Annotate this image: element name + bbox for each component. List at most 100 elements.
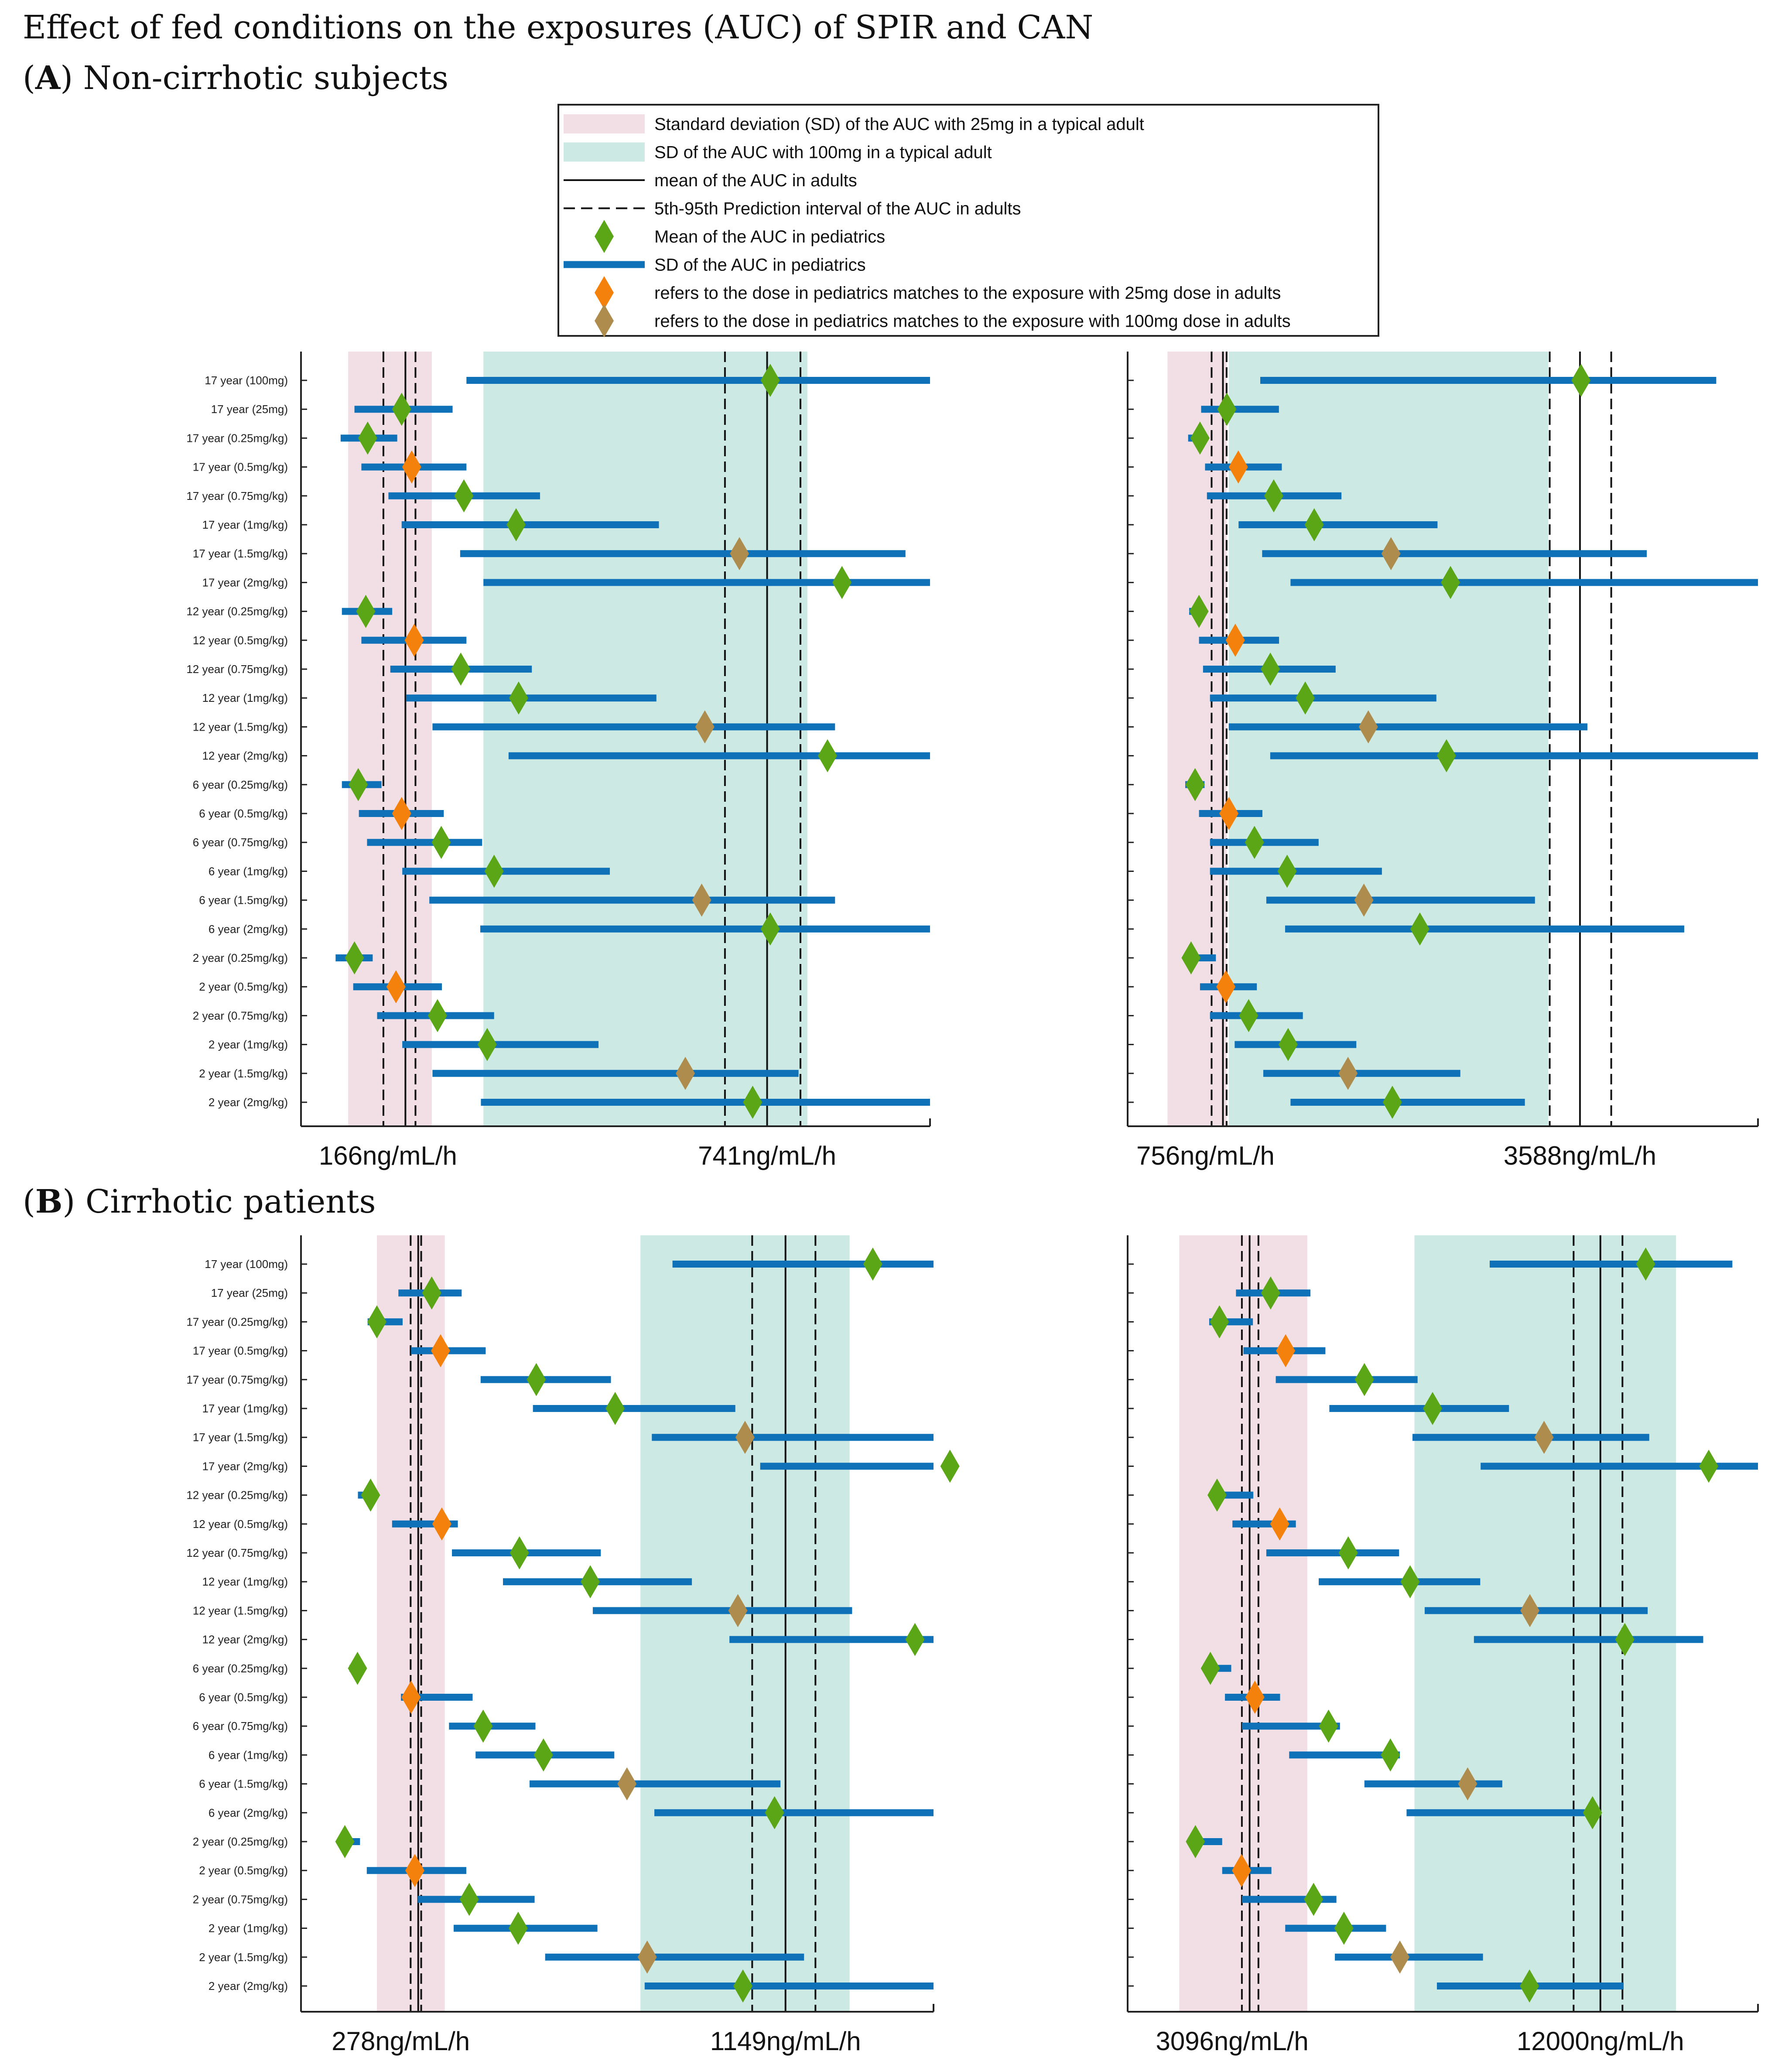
y-tick-label: 12 year (0.5mg/kg) — [193, 1518, 288, 1531]
y-tick-label: 2 year (0.5mg/kg) — [199, 1864, 288, 1877]
pediatric-mean-marker-green — [533, 1738, 553, 1772]
pediatric-mean-marker-green — [367, 1305, 386, 1339]
legend-label: SD of the AUC in pediatrics — [654, 256, 866, 275]
pediatric-mean-marker-green — [605, 1392, 625, 1425]
pediatric-mean-marker-green — [454, 479, 474, 513]
pediatric-mean-marker-tan — [1534, 1421, 1554, 1454]
y-tick-label: 17 year (1mg/kg) — [202, 518, 288, 531]
legend: Standard deviation (SD) of the AUC with … — [557, 104, 1379, 338]
y-tick-label: 2 year (2mg/kg) — [209, 1096, 288, 1109]
pediatric-mean-marker-orange — [1232, 1854, 1252, 1887]
pediatric-mean-marker-green — [1261, 1276, 1280, 1310]
adult-25mg-sd-band — [348, 352, 432, 1126]
pediatric-mean-marker-green — [1185, 768, 1205, 801]
pediatric-mean-marker-green — [1571, 364, 1591, 397]
legend-frame — [557, 104, 1379, 337]
pediatric-mean-marker-orange — [402, 450, 421, 484]
pediatric-mean-marker-green — [1186, 1825, 1205, 1858]
pediatric-mean-marker-green — [832, 566, 852, 599]
legend-swatch-tan-diamond — [595, 304, 614, 338]
pediatric-mean-marker-tan — [1354, 883, 1374, 917]
pediatric-mean-marker-green — [1207, 1478, 1227, 1512]
pediatric-mean-marker-green — [431, 826, 451, 859]
y-tick-label: 12 year (1mg/kg) — [202, 1575, 288, 1588]
y-tick-label: 12 year (2mg/kg) — [202, 749, 288, 762]
legend-label: 5th-95th Prediction interval of the AUC … — [654, 199, 1021, 219]
pediatric-mean-marker-green — [509, 681, 528, 715]
pediatric-mean-marker-tan — [1520, 1594, 1540, 1627]
legend-swatch-orange-diamond — [595, 276, 614, 309]
y-tick-label: 6 year (2mg/kg) — [209, 1806, 288, 1819]
pediatric-mean-marker-green — [765, 1796, 784, 1829]
y-tick-label: 17 year (0.25mg/kg) — [186, 431, 288, 444]
y-tick-label: 6 year (0.75mg/kg) — [193, 836, 288, 849]
pediatric-mean-marker-tan — [676, 1056, 695, 1090]
pediatric-mean-marker-green — [527, 1363, 546, 1396]
y-tick-label: 17 year (100mg) — [205, 1258, 288, 1271]
y-tick-label: 17 year (0.5mg/kg) — [193, 461, 288, 474]
pediatric-mean-marker-green — [1583, 1796, 1602, 1829]
pediatric-mean-marker-green — [361, 1478, 380, 1512]
pediatric-mean-marker-tan — [1358, 710, 1378, 744]
legend-item-dashed: 5th-95th Prediction interval of the AUC … — [564, 199, 1021, 219]
x-tick-label-100mg: 1149ng/mL/h — [710, 2027, 861, 2056]
pediatric-mean-marker-green — [733, 1969, 753, 2003]
y-tick-label: 12 year (0.75mg/kg) — [186, 1546, 288, 1559]
y-tick-label: 2 year (0.25mg/kg) — [193, 951, 288, 964]
pediatric-mean-marker-tan — [1338, 1056, 1358, 1090]
pediatric-mean-marker-tan — [692, 883, 711, 917]
section-a-label: ) Non-cirrhotic subjects — [60, 59, 448, 97]
pediatric-mean-marker-green — [1239, 999, 1259, 1032]
pediatric-mean-marker-green — [484, 855, 504, 888]
legend-label: refers to the dose in pediatrics matches… — [654, 284, 1281, 303]
section-b-label: ) Cirrhotic patients — [62, 1183, 376, 1220]
pediatric-mean-marker-green — [1304, 508, 1324, 541]
pediatric-mean-marker-orange — [1228, 450, 1248, 484]
y-tick-label: 17 year (0.5mg/kg) — [193, 1344, 288, 1357]
pediatric-mean-marker-orange — [432, 1507, 451, 1541]
pediatric-mean-marker-green — [1210, 1305, 1229, 1339]
pediatric-mean-marker-tan — [728, 1594, 748, 1627]
y-tick-label: 2 year (2mg/kg) — [209, 1979, 288, 1993]
adult-100mg-sd-band — [640, 1235, 850, 2012]
pediatric-mean-marker-green — [743, 1086, 763, 1119]
y-tick-label: 17 year (1.5mg/kg) — [193, 547, 288, 560]
y-tick-label: 2 year (1.5mg/kg) — [199, 1951, 288, 1964]
legend-label: refers to the dose in pediatrics matches… — [654, 312, 1291, 331]
adult-100mg-sd-band — [483, 352, 807, 1126]
pediatric-mean-marker-orange — [1270, 1507, 1289, 1541]
y-tick-label: 12 year (1.5mg/kg) — [193, 1604, 288, 1617]
pediatric-mean-marker-orange — [405, 1854, 424, 1887]
legend-label: Standard deviation (SD) of the AUC with … — [654, 115, 1144, 134]
y-tick-label: 2 year (0.25mg/kg) — [193, 1835, 288, 1848]
legend-swatch-green-diamond — [595, 220, 614, 253]
legend-item-bar: SD of the AUC in pediatrics — [564, 256, 866, 275]
pediatric-mean-marker-green — [1354, 1363, 1374, 1396]
pediatric-mean-marker-green — [1200, 1651, 1220, 1685]
pediatric-mean-marker-green — [345, 941, 364, 974]
pediatric-mean-marker-green — [1699, 1449, 1719, 1483]
y-tick-label: 6 year (0.75mg/kg) — [193, 1719, 288, 1733]
pediatric-mean-marker-green — [1410, 912, 1429, 946]
pediatric-mean-marker-orange — [404, 623, 424, 657]
pediatric-mean-marker-green — [1319, 1709, 1338, 1743]
y-tick-label: 6 year (0.25mg/kg) — [193, 778, 288, 791]
y-tick-label: 6 year (0.5mg/kg) — [199, 1691, 288, 1704]
pediatric-mean-marker-green — [1261, 653, 1280, 686]
y-tick-label: 6 year (1mg/kg) — [209, 1748, 288, 1761]
panel-b-cirrhotic-spir: 17 year (100mg) 17 year (25mg) 17 year (0.… — [186, 1235, 960, 2056]
y-tick-label: 2 year (0.75mg/kg) — [193, 1893, 288, 1906]
adult-100mg-sd-band — [1228, 352, 1549, 1126]
pediatric-mean-marker-green — [477, 1028, 497, 1061]
y-tick-label: 17 year (0.75mg/kg) — [186, 1373, 288, 1386]
pediatric-mean-marker-green — [1278, 1028, 1298, 1061]
y-tick-label: 17 year (1.5mg/kg) — [193, 1431, 288, 1444]
pediatric-mean-marker-green — [1400, 1565, 1420, 1599]
legend-item-band100: SD of the AUC with 100mg in a typical ad… — [564, 142, 992, 162]
pediatric-mean-marker-orange — [1216, 970, 1236, 1004]
y-tick-label: 2 year (0.5mg/kg) — [199, 980, 288, 993]
y-tick-label: 6 year (1.5mg/kg) — [199, 1777, 288, 1791]
y-tick-label: 12 year (1mg/kg) — [202, 691, 288, 704]
pediatric-mean-marker-green — [392, 393, 411, 426]
pediatric-mean-marker-green — [506, 508, 526, 541]
